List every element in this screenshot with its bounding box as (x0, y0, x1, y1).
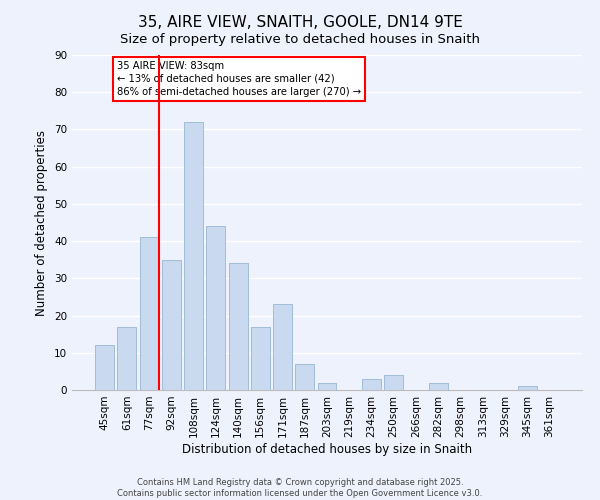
Bar (140, 238, 158, 390)
Bar (162, 260, 181, 390)
Bar (273, 304, 292, 390)
Bar (95, 346, 114, 390)
Bar (251, 326, 270, 390)
Text: Size of property relative to detached houses in Snaith: Size of property relative to detached ho… (120, 32, 480, 46)
Bar (429, 382, 448, 390)
Bar (229, 264, 248, 390)
Bar (184, 122, 203, 390)
Bar (206, 226, 225, 390)
Bar (518, 386, 536, 390)
Text: Contains HM Land Registry data © Crown copyright and database right 2025.
Contai: Contains HM Land Registry data © Crown c… (118, 478, 482, 498)
Bar (118, 326, 136, 390)
X-axis label: Distribution of detached houses by size in Snaith: Distribution of detached houses by size … (182, 442, 472, 456)
Bar (384, 375, 403, 390)
Bar (362, 379, 381, 390)
Text: 35, AIRE VIEW, SNAITH, GOOLE, DN14 9TE: 35, AIRE VIEW, SNAITH, GOOLE, DN14 9TE (137, 15, 463, 30)
Bar (295, 364, 314, 390)
Text: 35 AIRE VIEW: 83sqm
← 13% of detached houses are smaller (42)
86% of semi-detach: 35 AIRE VIEW: 83sqm ← 13% of detached ho… (117, 60, 361, 97)
Y-axis label: Number of detached properties: Number of detached properties (35, 130, 49, 316)
Bar (317, 382, 337, 390)
